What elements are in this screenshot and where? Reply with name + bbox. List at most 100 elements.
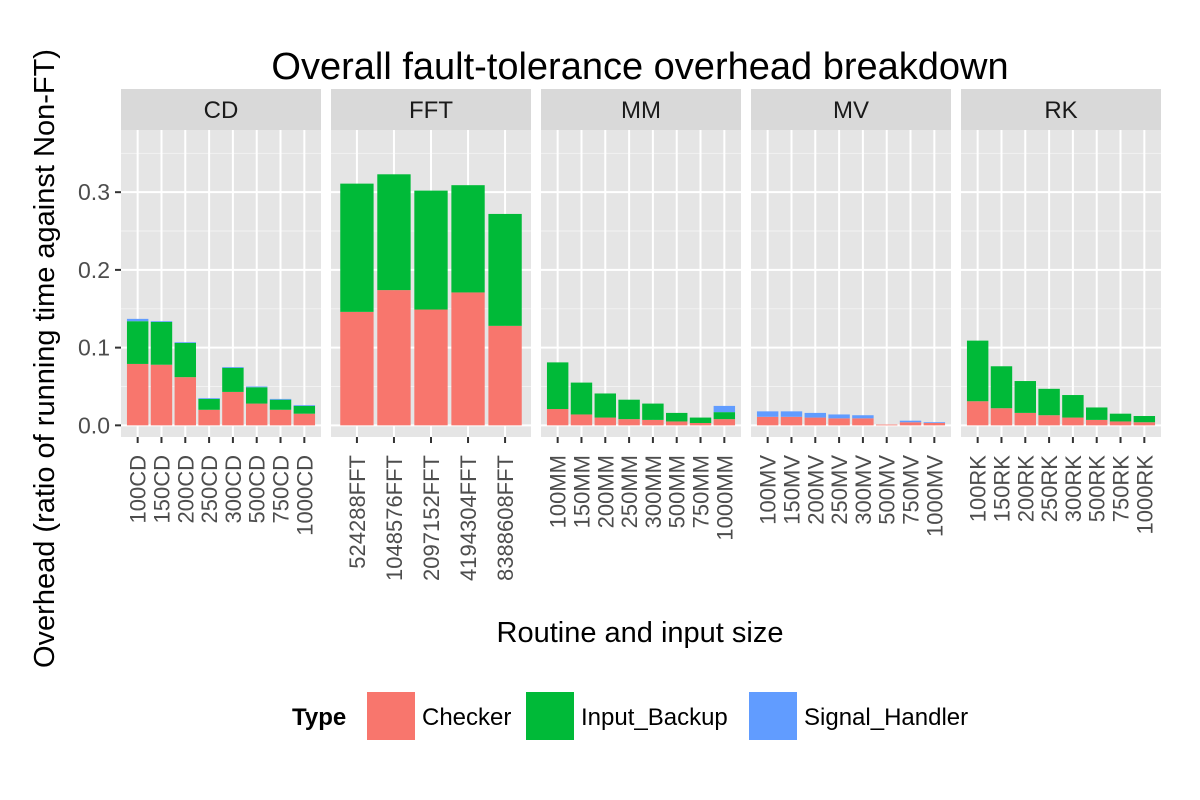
chart-title: Overall fault-tolerance overhead breakdo…	[271, 46, 1008, 88]
y-tick-label: 0.3	[78, 179, 110, 205]
x-tick-label: 250RK	[1037, 455, 1062, 523]
x-tick-label: 500MV	[875, 455, 900, 525]
legend-label: Input_Backup	[581, 704, 728, 731]
bar-segment-input-backup	[377, 174, 411, 291]
x-tick-label: 750CD	[269, 455, 294, 523]
bar-segment-input-backup	[174, 342, 196, 378]
panel-mm: MM 100MM150MM200MM250MM300MM500MM750MM100…	[541, 89, 741, 541]
x-tick-label: 500RK	[1085, 455, 1110, 523]
panel-strip	[961, 89, 1161, 130]
bar-segment-signal-handler	[126, 318, 149, 322]
bar-segment-input-backup	[1014, 381, 1036, 413]
bar-segment-checker	[546, 409, 569, 426]
x-tick-label: 200RK	[1013, 455, 1038, 523]
y-tick-label: 0.2	[78, 257, 110, 283]
bar-segment-signal-handler	[150, 321, 173, 322]
panel-strip-label: MV	[833, 97, 869, 124]
bar-segment-input-backup	[546, 362, 569, 410]
x-tick-label: 100MV	[756, 455, 781, 525]
x-tick-label: 8388608FFT	[493, 455, 518, 581]
bar-segment-input-backup	[1109, 413, 1132, 422]
legend-swatch-signal-handler	[749, 692, 797, 740]
bar-segment-checker	[246, 403, 268, 426]
panel-strip	[541, 89, 741, 130]
x-tick-label: 300RK	[1061, 455, 1086, 523]
panel-mv: MV 100MV150MV200MV250MV300MV500MV750MV100…	[751, 89, 951, 537]
legend-label: Signal_Handler	[804, 704, 968, 731]
bar-segment-signal-handler	[293, 405, 316, 406]
bar-segment-input-backup	[451, 185, 485, 293]
bar-segment-checker	[923, 423, 946, 426]
x-tick-label: 500CD	[245, 455, 270, 523]
panel-strip-label: FFT	[409, 97, 453, 124]
bar-segment-checker	[488, 325, 522, 426]
bar-segment-checker	[222, 391, 244, 426]
bar-segment-checker	[150, 364, 173, 426]
bar-segment-checker	[414, 309, 448, 426]
bar-segment-input-backup	[126, 321, 149, 364]
x-tick-label: 4194304FFT	[456, 455, 481, 581]
x-tick-label: 750MM	[689, 455, 714, 528]
bar-segment-checker	[1109, 421, 1132, 426]
bar-segment-checker	[828, 418, 850, 426]
bar-segment-checker	[966, 401, 989, 426]
bar-segment-checker	[594, 417, 616, 426]
bar-segment-signal-handler	[269, 398, 292, 400]
bar-segment-input-backup	[293, 405, 316, 414]
bar-segment-input-backup	[1133, 416, 1156, 423]
bar-segment-input-backup	[488, 213, 522, 326]
panel-background	[751, 130, 951, 437]
panel-cd: CD 100CD150CD200CD250CD300CD500CD750CD100…	[121, 89, 321, 536]
bar-segment-input-backup	[966, 340, 989, 402]
bar-segment-checker	[1014, 412, 1036, 426]
x-tick-label: 100MM	[546, 455, 571, 528]
bar-segment-checker	[293, 413, 316, 426]
bar-segment-input-backup	[618, 399, 640, 420]
x-tick-label: 750MV	[899, 455, 924, 525]
bar-segment-checker	[804, 417, 826, 426]
x-tick-label: 150RK	[989, 455, 1014, 523]
bar-segment-input-backup	[642, 403, 664, 420]
bar-segment-input-backup	[666, 412, 688, 422]
bar-segment-signal-handler	[246, 386, 268, 388]
bar-segment-checker	[618, 419, 640, 426]
panel-strip-label: CD	[204, 97, 239, 124]
bar-segment-signal-handler	[923, 422, 946, 424]
bar-segment-checker	[780, 416, 803, 426]
x-tick-label: 1000CD	[292, 455, 317, 536]
bar-segment-input-backup	[340, 183, 374, 312]
bar-segment-checker	[340, 311, 374, 426]
bar-segment-input-backup	[990, 366, 1013, 409]
bar-segment-input-backup	[1062, 395, 1084, 418]
y-tick-label: 0.0	[78, 412, 110, 438]
x-tick-label: 1000RK	[1132, 455, 1157, 535]
bar-segment-input-backup	[269, 399, 292, 410]
bar-segment-signal-handler	[828, 414, 850, 419]
bar-segment-input-backup	[713, 412, 736, 420]
legend-swatch-checker	[367, 692, 415, 740]
bar-segment-signal-handler	[804, 412, 826, 418]
bar-segment-checker	[876, 424, 898, 426]
x-tick-label: 200CD	[173, 455, 198, 523]
bar-segment-checker	[198, 409, 220, 426]
x-tick-label: 300MM	[641, 455, 666, 528]
x-axis-title: Routine and input size	[497, 617, 784, 649]
bar-segment-checker	[377, 290, 411, 426]
bar-segment-input-backup	[1086, 407, 1108, 420]
bar-segment-checker	[666, 421, 688, 426]
bar-segment-input-backup	[414, 190, 448, 310]
panel-strip-label: RK	[1044, 97, 1077, 124]
bar-segment-input-backup	[246, 387, 268, 404]
bar-segment-signal-handler	[713, 405, 736, 413]
bar-segment-checker	[174, 377, 196, 426]
bar-segment-checker	[756, 416, 779, 426]
x-tick-label: 150MV	[779, 455, 804, 525]
legend-swatch-input-backup	[526, 692, 574, 740]
panel-strip	[331, 89, 531, 130]
bar-segment-input-backup	[222, 367, 244, 392]
bar-segment-checker	[713, 419, 736, 426]
bar-segment-input-backup	[150, 321, 173, 365]
bar-segment-checker	[126, 363, 149, 426]
x-tick-label: 300MV	[851, 455, 876, 525]
